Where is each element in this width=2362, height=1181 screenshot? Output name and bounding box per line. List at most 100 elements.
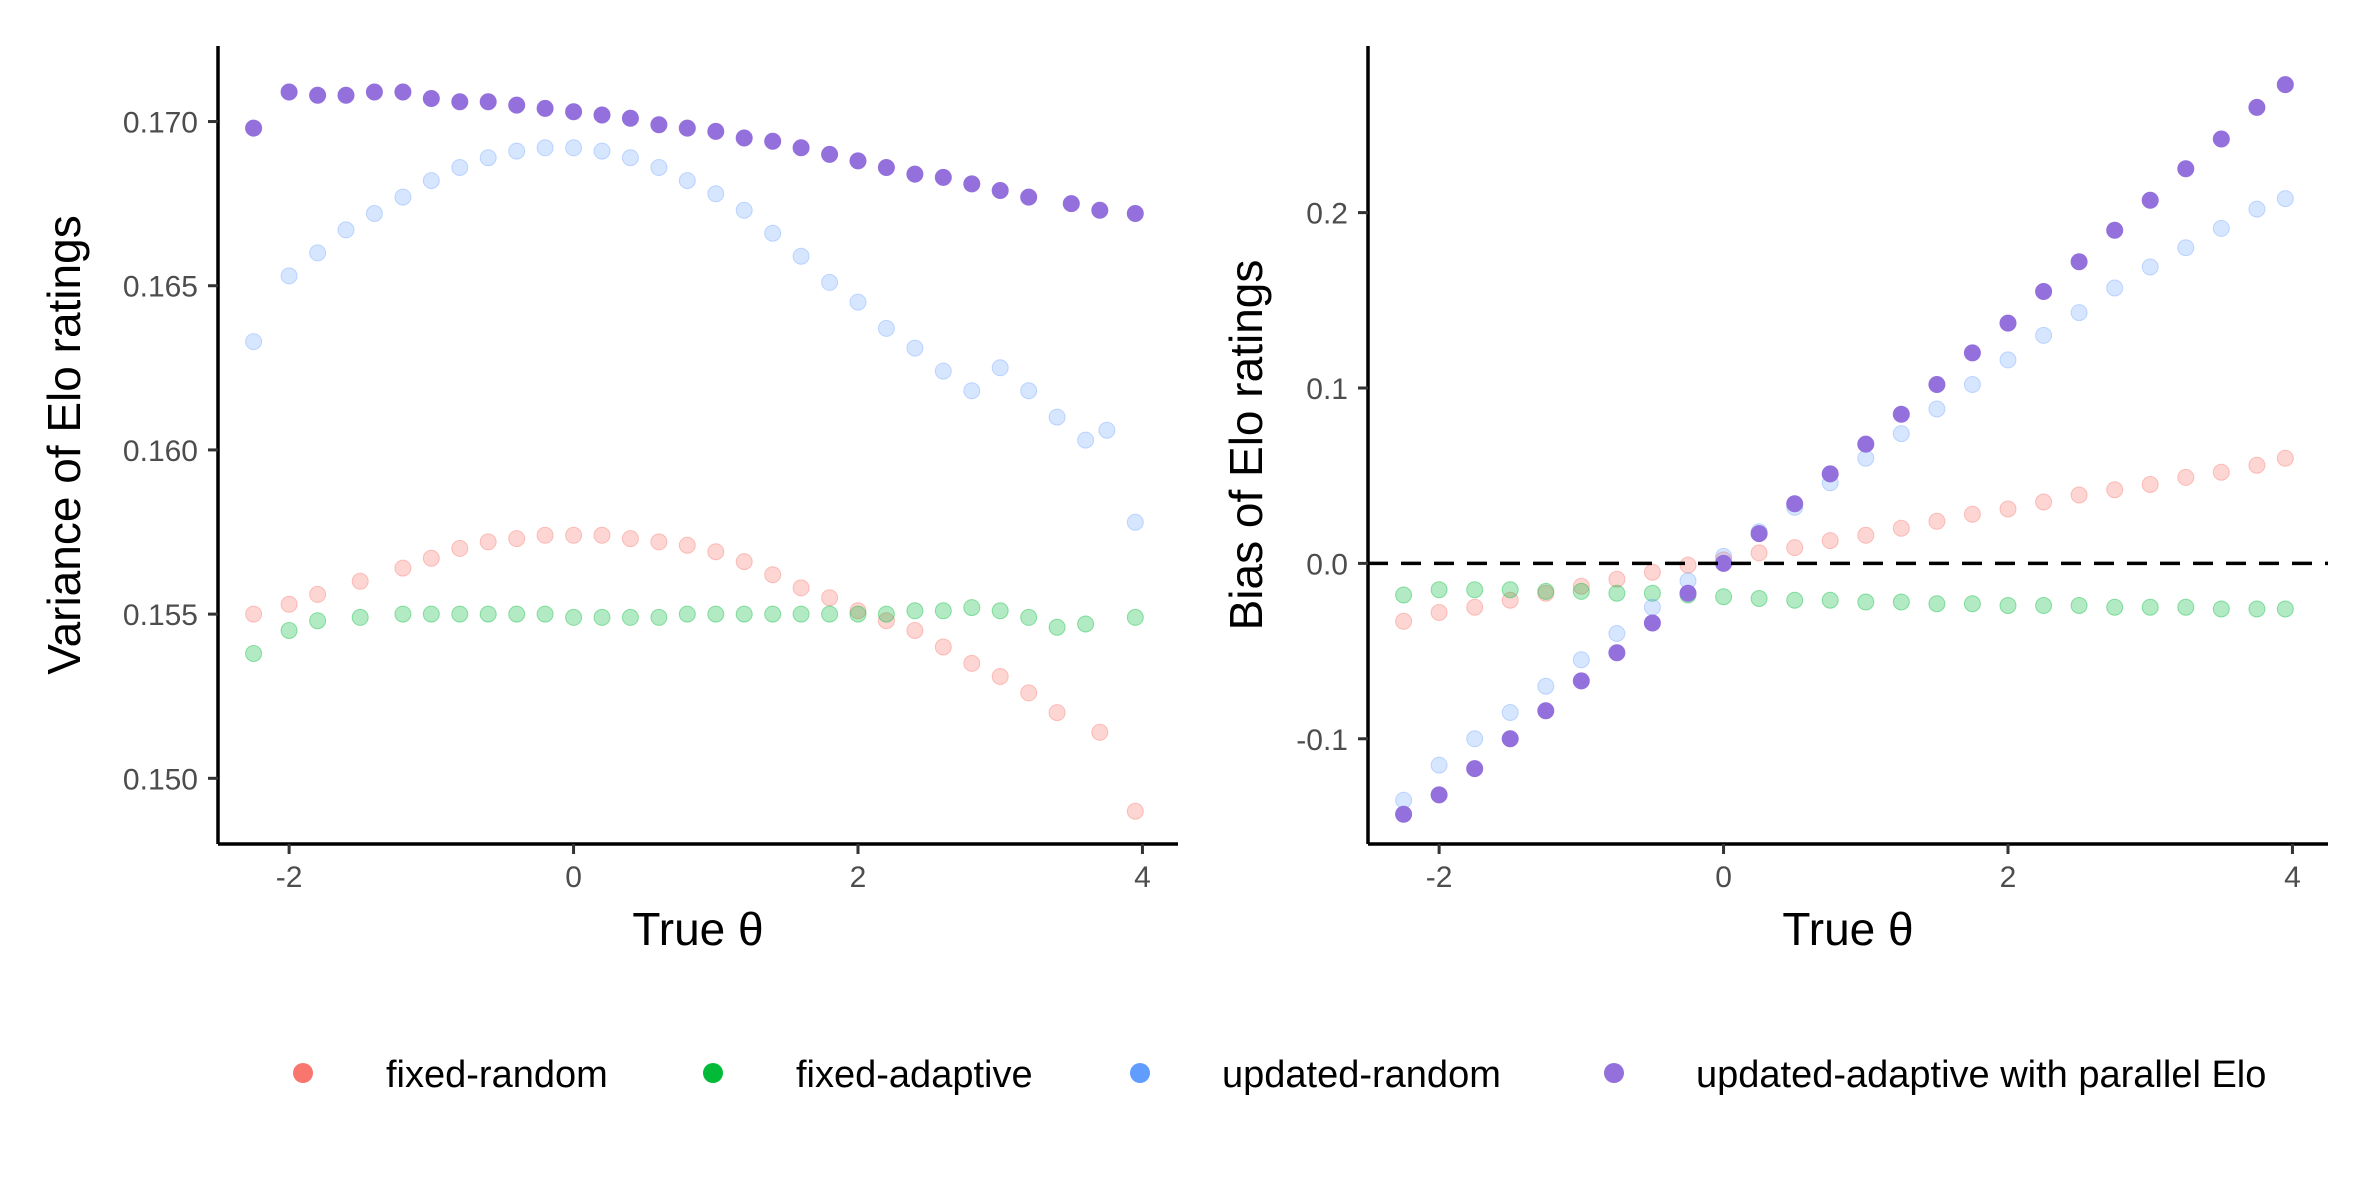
legend-key-fixed-random	[293, 1063, 313, 1083]
bias-point-fixed-adaptive	[1715, 588, 1733, 606]
bias-point-fixed-adaptive	[2276, 600, 2294, 618]
variance-point-updated-adaptive-with-parallel-elo	[877, 159, 895, 176]
variance-point-updated-random	[451, 159, 469, 176]
variance-point-updated-random	[678, 172, 696, 190]
variance-point-fixed-random	[508, 530, 526, 548]
variance-point-updated-adaptive-with-parallel-elo	[764, 132, 782, 150]
bias-point-fixed-random	[2070, 486, 2088, 504]
legend-item-fixed-random: fixed-random	[293, 1054, 608, 1096]
variance-point-updated-random	[735, 201, 753, 219]
bias-y-tick-label: 0.2	[1306, 198, 1348, 231]
variance-y-tick-label: 0.160	[123, 435, 198, 468]
variance-series-fixed-adaptive	[245, 599, 1144, 662]
variance-point-updated-random	[422, 172, 440, 190]
bias-y-tick-label: 0.0	[1306, 548, 1348, 581]
bias-point-updated-adaptive-with-parallel-elo	[1999, 314, 2017, 332]
variance-series-updated-adaptive-with-parallel-elo	[245, 83, 1144, 222]
variance-point-updated-adaptive-with-parallel-elo	[245, 119, 263, 137]
bias-point-fixed-random	[2177, 468, 2195, 486]
variance-point-updated-adaptive-with-parallel-elo	[991, 182, 1009, 199]
variance-point-updated-adaptive-with-parallel-elo	[1091, 201, 1109, 219]
legend-key-updated-adaptive	[1604, 1063, 1624, 1083]
bias-point-fixed-adaptive	[1928, 595, 1946, 613]
bias-ticks-layer: -2 0 2 4 -0.1 0.0 0.1 0.2	[1296, 198, 2300, 894]
variance-point-updated-random	[792, 247, 810, 265]
variance-point-fixed-random	[735, 553, 753, 571]
bias-y-tick-label: -0.1	[1296, 724, 1348, 757]
bias-point-updated-random	[1608, 625, 1626, 642]
variance-point-updated-adaptive-with-parallel-elo	[934, 168, 952, 186]
bias-point-fixed-adaptive	[1501, 581, 1519, 599]
variance-point-updated-random	[821, 273, 839, 291]
bias-point-fixed-random	[1892, 519, 1910, 537]
variance-y-tick-label: 0.165	[123, 271, 198, 304]
bias-point-fixed-adaptive	[2212, 600, 2230, 618]
variance-point-updated-random	[337, 221, 355, 239]
bias-series-fixed-adaptive	[1395, 581, 2294, 618]
bias-point-fixed-random	[1466, 598, 1484, 616]
variance-y-tick-label: 0.170	[123, 107, 198, 140]
bias-point-fixed-adaptive	[1643, 584, 1661, 602]
bias-point-updated-random	[1501, 704, 1519, 721]
bias-y-tick-label: 0.1	[1306, 373, 1348, 406]
bias-point-updated-random	[1430, 756, 1448, 774]
bias-point-updated-adaptive-with-parallel-elo	[1430, 786, 1448, 804]
bias-point-fixed-random	[2035, 493, 2053, 511]
bias-point-fixed-adaptive	[1430, 581, 1448, 599]
variance-x-tick-label: 0	[565, 861, 582, 894]
variance-point-updated-adaptive-with-parallel-elo	[650, 116, 668, 134]
variance-point-fixed-adaptive	[479, 605, 497, 623]
variance-point-updated-random	[593, 142, 611, 160]
variance-series-fixed-random	[245, 526, 1144, 820]
variance-point-updated-adaptive-with-parallel-elo	[309, 86, 327, 104]
bias-point-fixed-adaptive	[2177, 598, 2195, 616]
variance-points-layer	[245, 83, 1144, 820]
legend-label-updated-random: updated-random	[1222, 1054, 1501, 1096]
variance-point-fixed-random	[1048, 704, 1066, 722]
legend-key-updated-random	[1130, 1063, 1150, 1083]
bias-point-updated-random	[2248, 200, 2266, 218]
bias-point-updated-random	[1892, 425, 1910, 443]
bias-panel: -2 0 2 4 -0.1 0.0 0.1 0.2 True θ Bias of Elo ra…	[1220, 46, 2328, 955]
variance-point-fixed-adaptive	[621, 608, 639, 626]
variance-point-fixed-random	[849, 602, 867, 620]
legend-label-fixed-adaptive: fixed-adaptive	[796, 1054, 1033, 1096]
bias-point-updated-random	[1537, 677, 1555, 695]
bias-point-fixed-random	[1821, 532, 1839, 550]
bias-point-fixed-adaptive	[1963, 595, 1981, 613]
legend-item-fixed-adaptive: fixed-adaptive	[703, 1054, 1033, 1096]
variance-point-updated-random	[991, 359, 1009, 377]
bias-point-updated-random	[2035, 326, 2053, 344]
variance-point-fixed-adaptive	[764, 605, 782, 623]
variance-point-fixed-adaptive	[245, 645, 263, 662]
variance-point-updated-random	[877, 319, 895, 337]
bias-point-fixed-random	[1857, 526, 1875, 544]
bias-point-fixed-adaptive	[1750, 590, 1768, 607]
bias-point-updated-adaptive-with-parallel-elo	[1395, 805, 1413, 823]
variance-point-fixed-random	[991, 668, 1009, 685]
variance-point-fixed-adaptive	[1126, 608, 1144, 626]
bias-point-fixed-random	[1395, 612, 1413, 630]
variance-point-fixed-adaptive	[565, 608, 583, 626]
bias-point-updated-random	[2276, 190, 2294, 208]
bias-point-fixed-random	[2248, 456, 2266, 474]
variance-point-updated-adaptive-with-parallel-elo	[337, 86, 355, 104]
bias-series-updated-random	[1395, 190, 2294, 809]
variance-point-updated-adaptive-with-parallel-elo	[1020, 188, 1038, 206]
bias-point-updated-random	[1999, 351, 2017, 369]
variance-point-updated-random	[621, 149, 639, 167]
bias-point-fixed-adaptive	[1857, 593, 1875, 611]
variance-point-fixed-adaptive	[849, 605, 867, 623]
bias-point-fixed-adaptive	[1892, 593, 1910, 611]
variance-series-updated-random	[245, 139, 1144, 531]
bias-point-updated-adaptive-with-parallel-elo	[1857, 435, 1875, 453]
variance-point-updated-adaptive-with-parallel-elo	[593, 106, 611, 124]
variance-x-axis-title: True θ	[632, 903, 763, 955]
variance-point-updated-adaptive-with-parallel-elo	[1062, 195, 1080, 213]
variance-x-tick-label: 2	[850, 861, 867, 894]
variance-x-tick-label: 4	[1134, 861, 1151, 894]
bias-point-fixed-random	[2141, 476, 2159, 493]
variance-point-fixed-random	[245, 605, 263, 623]
variance-point-updated-adaptive-with-parallel-elo	[451, 93, 469, 111]
bias-point-updated-adaptive-with-parallel-elo	[2106, 221, 2124, 239]
